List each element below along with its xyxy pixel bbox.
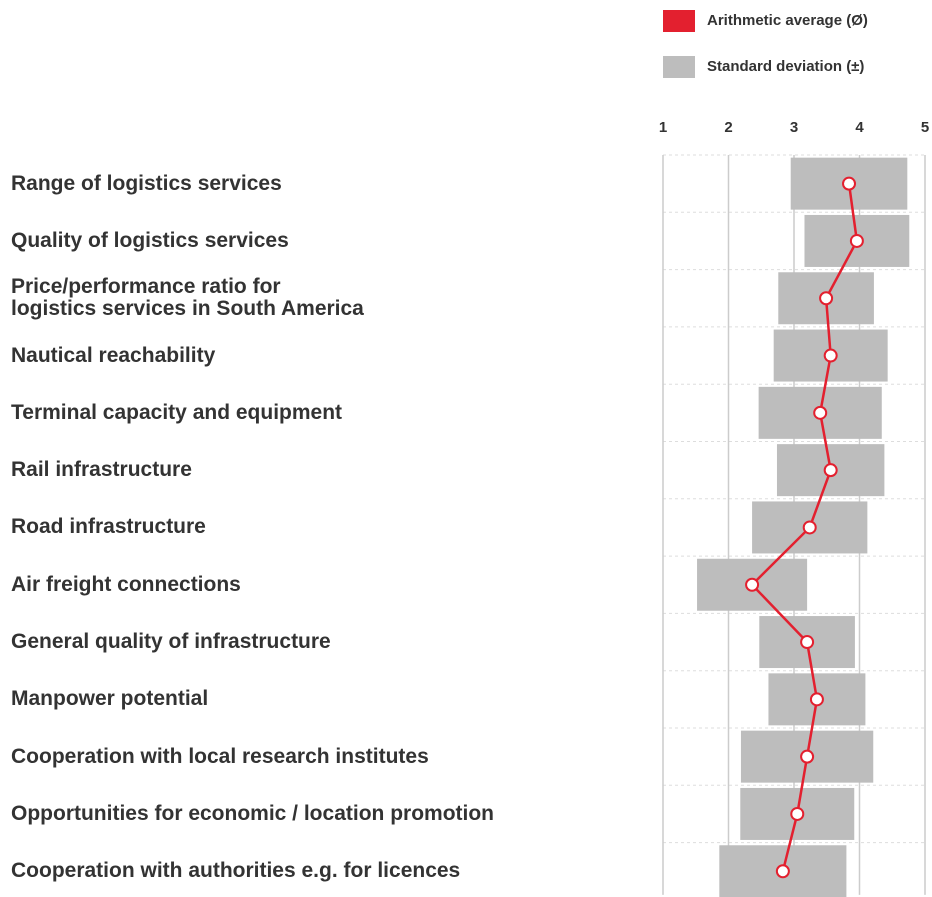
category-label: Cooperation with authorities e.g. for li… (11, 859, 461, 883)
average-dot (823, 348, 838, 363)
average-dot (809, 692, 824, 707)
x-tick-label: 2 (724, 119, 732, 136)
average-dot (790, 806, 805, 821)
category-label: General quality of infrastructure (11, 630, 331, 654)
legend-label: Standard deviation (±) (707, 58, 864, 75)
legend-label: Arithmetic average (Ø) (707, 12, 868, 29)
average-dot (802, 520, 817, 535)
category-label: Nautical reachability (11, 343, 216, 367)
x-tick-label: 4 (855, 119, 864, 136)
average-dot (800, 749, 815, 764)
category-label: Quality of logistics services (11, 228, 289, 252)
average-dot (823, 463, 838, 478)
legend-swatch (663, 56, 695, 78)
x-tick-label: 3 (790, 119, 798, 136)
average-dot (849, 233, 864, 248)
average-dot (842, 176, 857, 191)
average-dot (800, 635, 815, 650)
category-label: Price/performance ratio for logistics se… (11, 275, 364, 321)
category-label: Road infrastructure (11, 515, 206, 539)
category-label: Cooperation with local research institut… (11, 744, 429, 768)
average-dot (775, 864, 790, 879)
category-label: Terminal capacity and equipment (11, 400, 343, 424)
category-label: Range of logistics services (11, 171, 282, 195)
average-dot (813, 405, 828, 420)
category-label: Manpower potential (11, 687, 209, 711)
category-label: Rail infrastructure (11, 458, 192, 482)
category-label: Opportunities for economic / location pr… (11, 801, 494, 825)
average-dot (745, 577, 760, 592)
x-tick-label: 5 (921, 119, 929, 136)
legend-swatch (663, 10, 695, 32)
category-label: Air freight connections (11, 572, 241, 596)
x-tick-label: 1 (659, 119, 667, 136)
average-dot (819, 291, 834, 306)
